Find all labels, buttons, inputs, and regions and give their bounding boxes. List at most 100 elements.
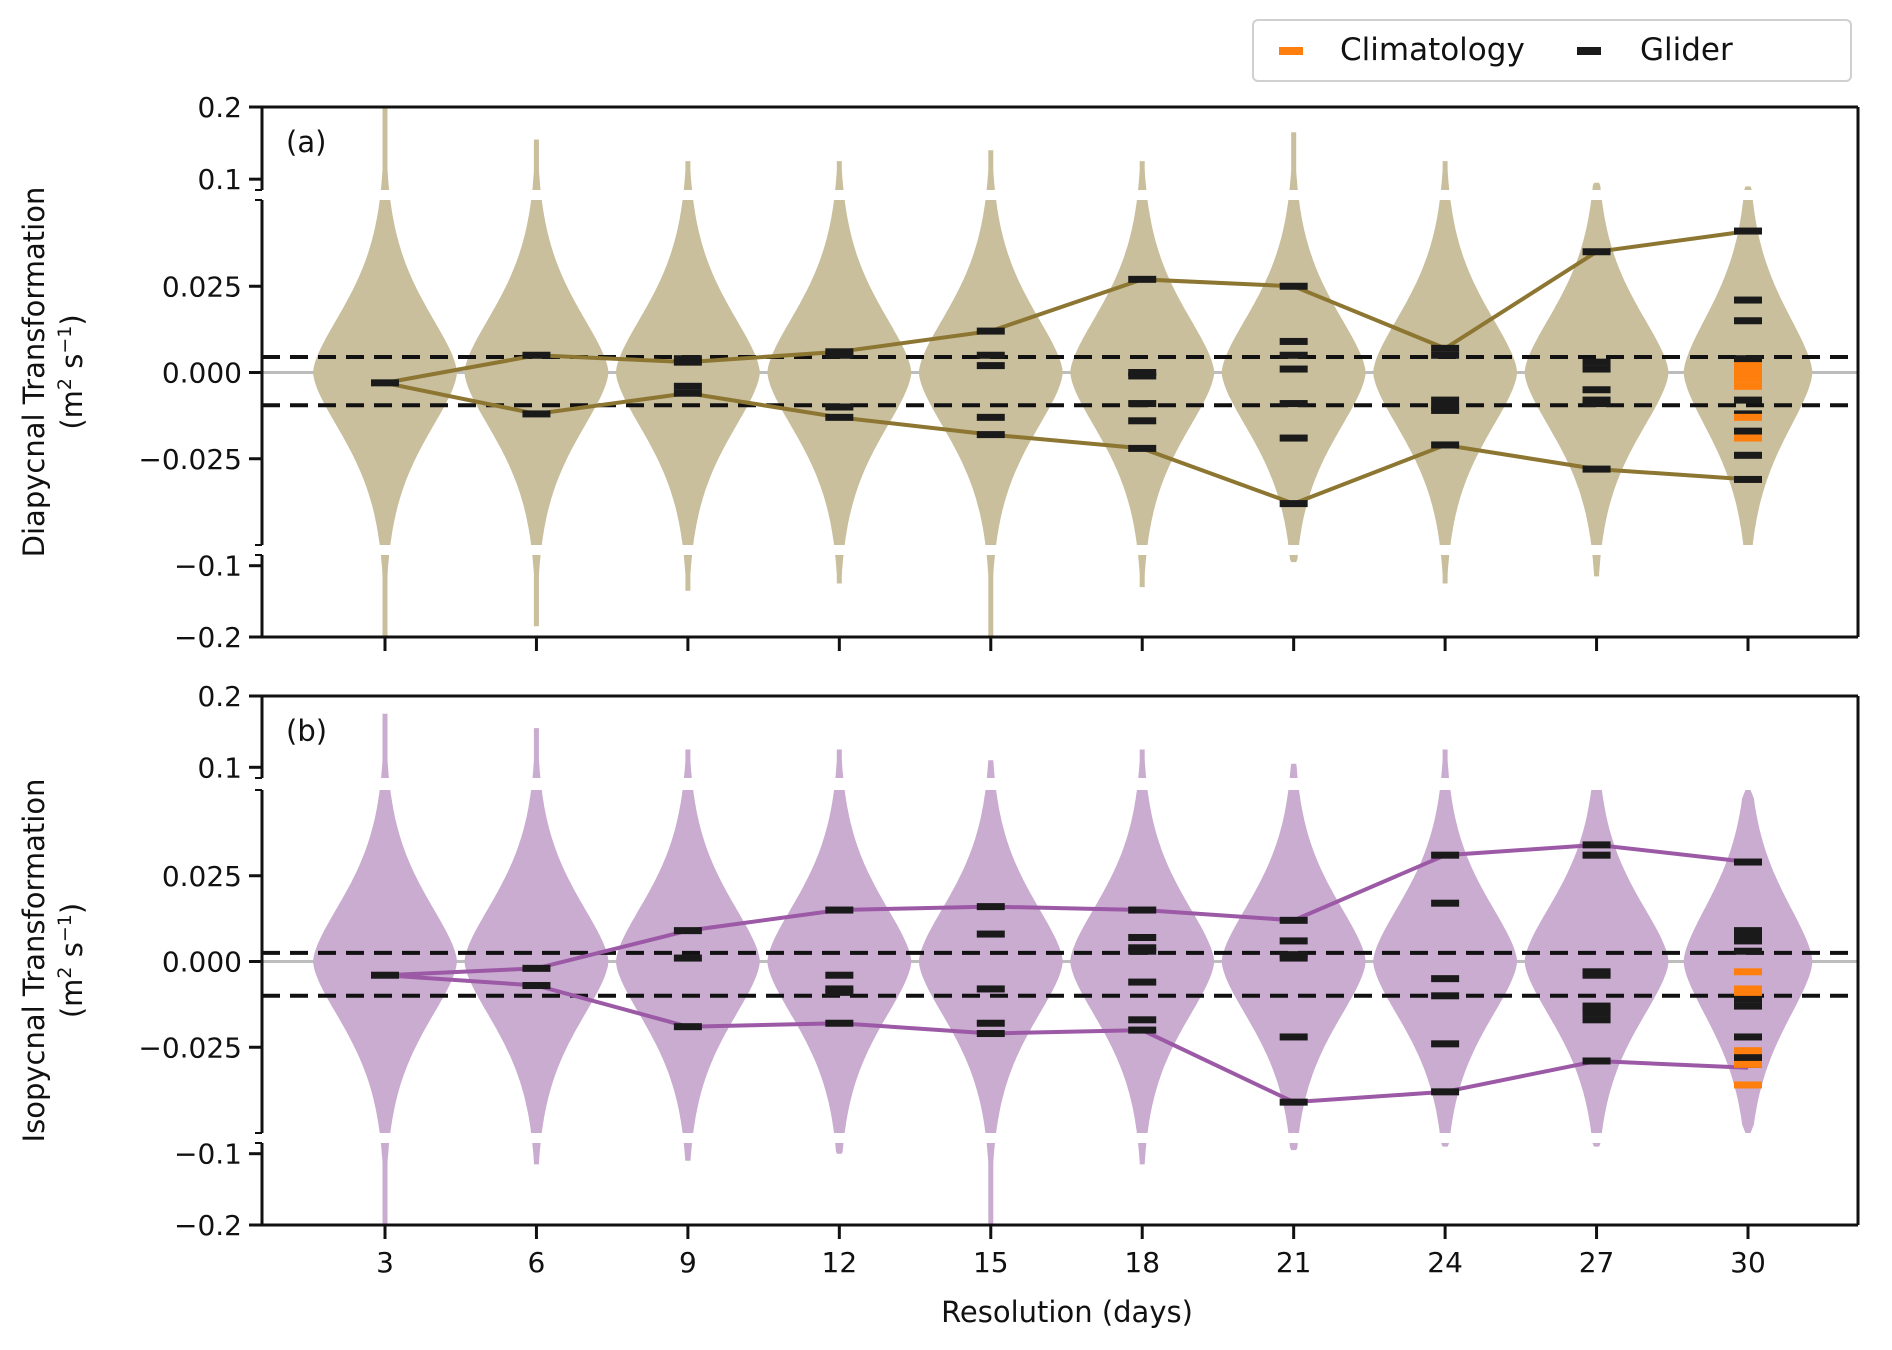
glider-marker (1431, 351, 1460, 359)
glider-marker (1734, 1033, 1762, 1041)
glider-marker (1279, 337, 1308, 345)
glider-marker (1734, 927, 1762, 935)
glider-marker (976, 351, 1005, 359)
x-tick-label: 21 (1276, 1246, 1312, 1279)
glider-marker (522, 964, 551, 972)
glider-marker (1431, 992, 1460, 1000)
y-axis-units-part: (m (55, 390, 89, 430)
axis-break-gap (262, 778, 1858, 790)
violin-24 (1373, 161, 1517, 584)
glider-marker (1128, 444, 1157, 452)
glider-marker (1431, 396, 1460, 404)
glider-marker (1128, 1016, 1157, 1024)
glider-marker (976, 903, 1005, 911)
glider-marker (976, 327, 1005, 335)
envelope-lower-line (384, 973, 1749, 1105)
glider-marker (1582, 365, 1611, 373)
y-axis-label: Isopycnal Transformation (17, 779, 51, 1143)
glider-marker (673, 389, 702, 397)
glider-marker (371, 379, 399, 387)
glider-marker (522, 410, 551, 418)
violin-3 (313, 107, 457, 637)
glider-marker (976, 1019, 1005, 1027)
glider-marker (1279, 937, 1308, 945)
glider-marker (1431, 406, 1460, 414)
glider-marker (1734, 475, 1762, 483)
violin-12 (767, 161, 912, 584)
glider-marker (1734, 396, 1762, 404)
y-tick-label: 0.2 (197, 91, 242, 124)
panel-a: 0.2 0.1 0.025 0.000 −0.025 −0.1 −0.2 (a) Diapycn… (17, 91, 1860, 654)
y-tick-label: −0.1 (174, 1138, 242, 1171)
violin-27 (1524, 182, 1669, 577)
glider-marker (825, 351, 854, 359)
glider-marker (371, 971, 399, 979)
x-axis: Resolution (days) 3 6 9 12 15 18 21 24 27 30 (376, 1246, 1766, 1329)
y-axis-label: Diapycnal Transformation (17, 187, 51, 558)
y-tick-label: 0.025 (162, 860, 242, 893)
glider-marker (1734, 427, 1762, 435)
glider-marker (1431, 344, 1460, 352)
y-tick-label: −0.025 (138, 443, 242, 476)
envelope-upper-line (384, 842, 1749, 978)
climatology-marker (1734, 382, 1762, 390)
glider-marker (1582, 971, 1611, 979)
glider-marker (825, 1019, 854, 1027)
glider-marker (1128, 400, 1157, 408)
glider-marker (1582, 358, 1611, 366)
y-axis-units-part: −1 (54, 914, 76, 942)
glider-marker (976, 1030, 1005, 1038)
glider-marker (1128, 1026, 1157, 1034)
glider-marker (1279, 365, 1308, 373)
glider-marker (1582, 465, 1611, 473)
y-axis-units-part: 2 (54, 967, 76, 979)
legend: Climatology Glider (1252, 19, 1852, 82)
glider-marker (1431, 1088, 1460, 1096)
y-tick-label: 0.000 (162, 357, 242, 390)
legend-frame (1252, 19, 1852, 82)
envelope-lower-line (384, 380, 1749, 506)
y-axis-units-part: 2 (54, 378, 76, 390)
x-axis-label: Resolution (days) (941, 1295, 1193, 1329)
y-tick-label: 0.2 (197, 680, 242, 713)
x-tick-label: 9 (679, 1246, 697, 1279)
violin-6 (464, 139, 609, 627)
violin-30 (1683, 790, 1813, 1133)
glider-marker (1279, 351, 1308, 359)
glider-marker (1431, 441, 1460, 449)
glider-marker (825, 988, 854, 996)
glider-marker (1582, 1016, 1611, 1024)
glider-marker (1734, 995, 1762, 1003)
glider-marker (1279, 400, 1308, 408)
violin-15 (918, 760, 1063, 1225)
glider-marker (1279, 1098, 1308, 1106)
y-axis-units-part: ) (55, 903, 89, 914)
glider-marker (1734, 947, 1762, 955)
panel-tag: (b) (286, 714, 327, 748)
glider-marker (673, 358, 702, 366)
violin-21 (1221, 132, 1366, 563)
glider-marker (1734, 227, 1762, 235)
x-tick-label: 15 (973, 1246, 1009, 1279)
y-axis-units-part: s (55, 354, 89, 378)
glider-marker (1279, 434, 1308, 442)
glider-marker (673, 382, 702, 390)
glider-marker (1582, 248, 1611, 256)
glider-marker (1128, 947, 1157, 955)
y-axis-units-part: (m (55, 979, 89, 1019)
violin-27 (1524, 778, 1669, 1147)
violin-15 (918, 150, 1063, 637)
climatology-marker (1734, 1081, 1762, 1089)
glider-marker (1734, 937, 1762, 945)
glider-marker (522, 351, 551, 359)
climatology-marker (1734, 968, 1762, 976)
violin-6 (464, 728, 609, 1165)
glider-marker (825, 413, 854, 421)
envelope-upper-line (384, 229, 1749, 385)
glider-marker (825, 971, 854, 979)
y-axis-units: (m2 s−1) (54, 314, 89, 429)
climatology-marker (1734, 413, 1762, 421)
violin-9 (616, 161, 760, 591)
axis-break-gap (262, 1133, 1858, 1143)
